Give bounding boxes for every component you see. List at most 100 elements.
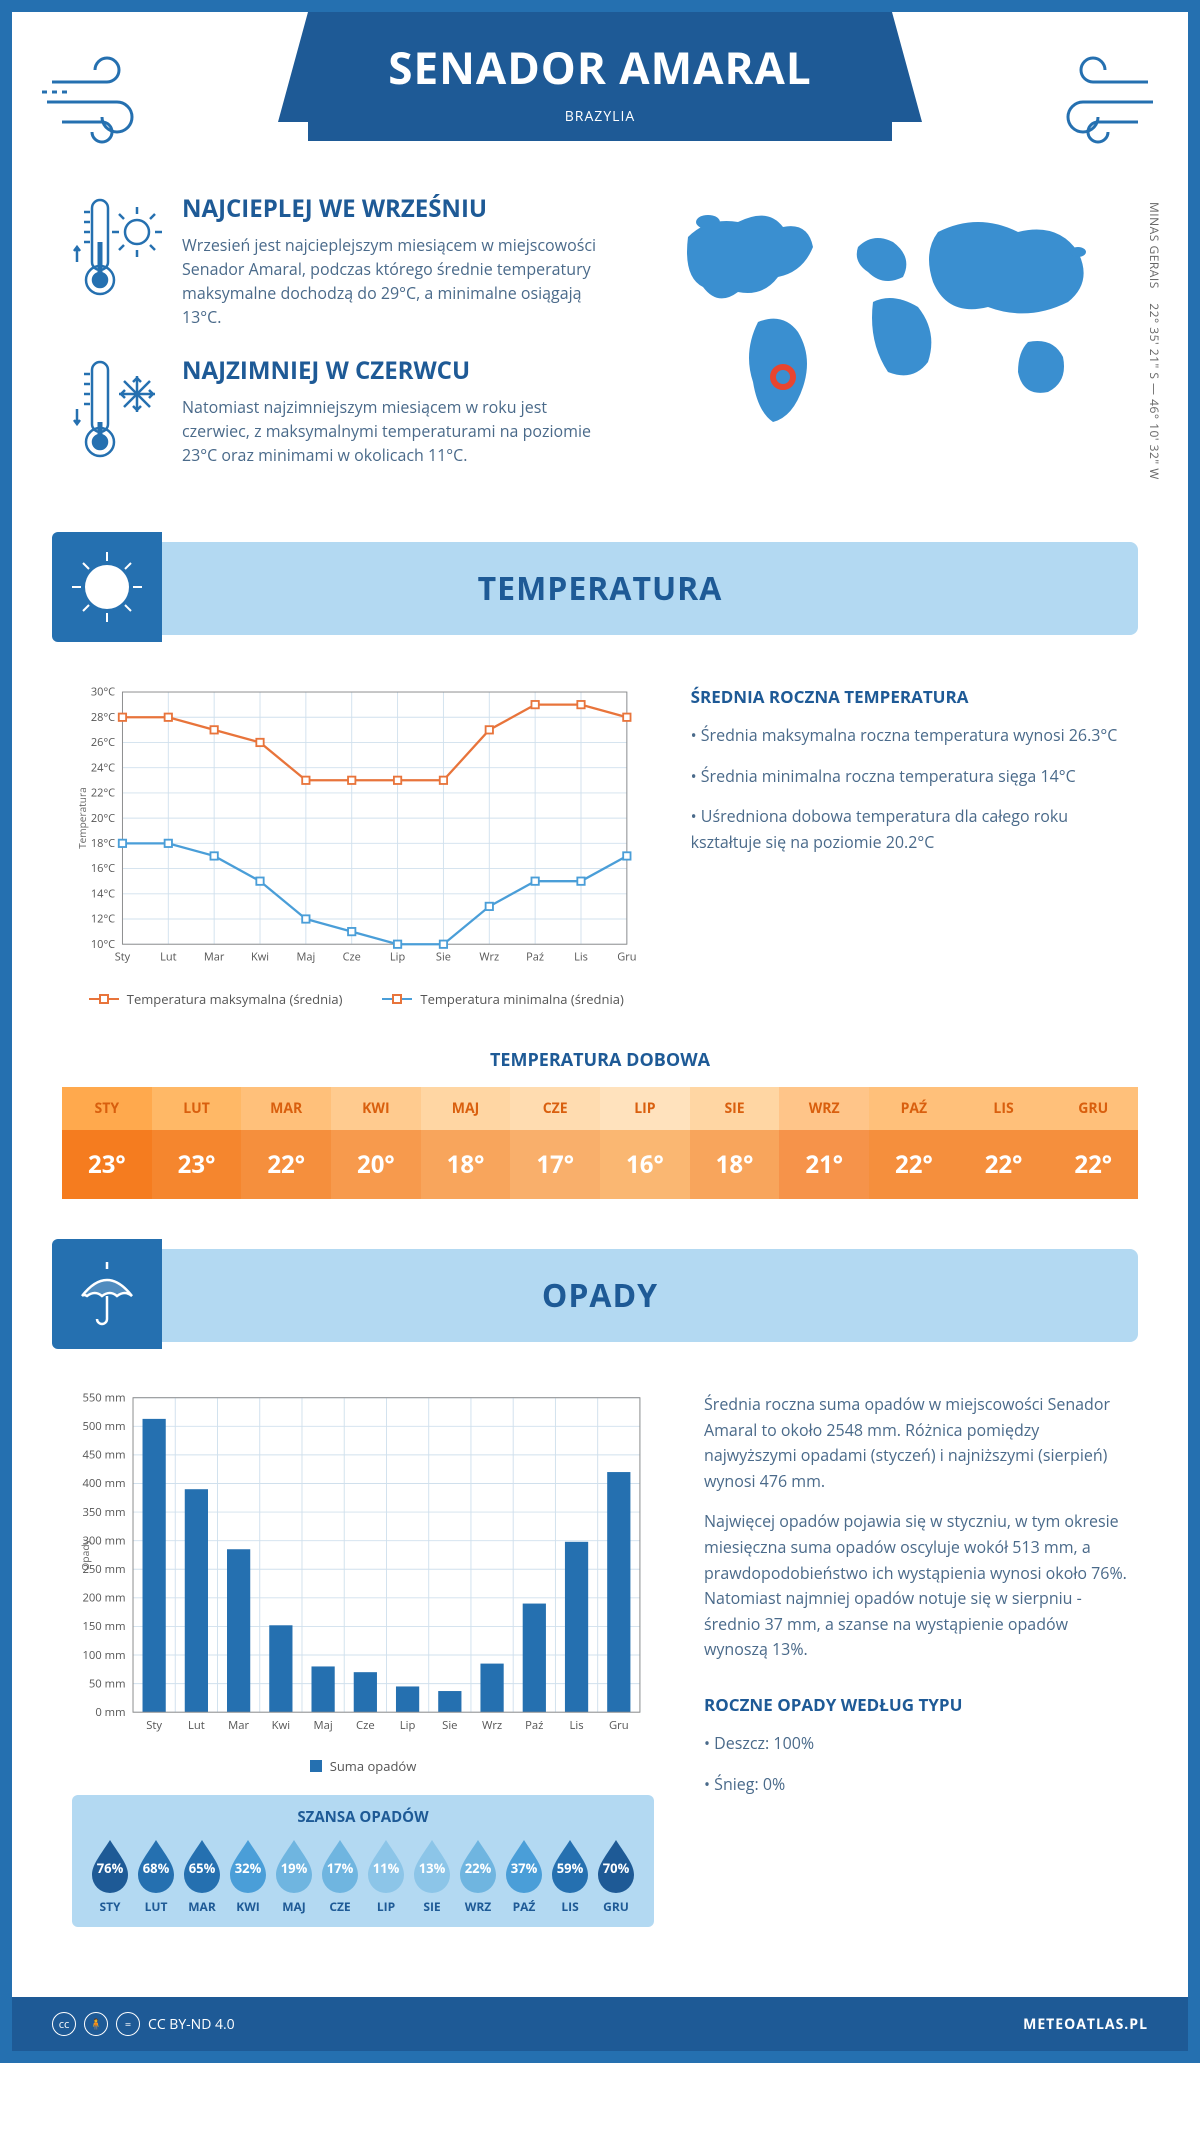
- temp-summary: ŚREDNIA ROCZNA TEMPERATURA • Średnia mak…: [691, 665, 1128, 1008]
- legend-precip: Suma opadów: [310, 1757, 417, 1775]
- precip-type-title: ROCZNE OPADY WEDŁUG TYPU: [704, 1693, 1128, 1716]
- chance-item: 65% MAR: [179, 1837, 225, 1915]
- chance-item: 13% SIE: [409, 1837, 455, 1915]
- raindrop-icon: 70%: [593, 1837, 639, 1893]
- umbrella-icon: [52, 1239, 162, 1349]
- coldest-text: Natomiast najzimniejszym miesiącem w rok…: [182, 395, 608, 467]
- raindrop-icon: 17%: [317, 1837, 363, 1893]
- svg-text:Maj: Maj: [313, 1718, 332, 1733]
- thermometer-sun-icon: [72, 192, 162, 302]
- temp-cell: SIE 18°: [690, 1087, 780, 1199]
- chance-item: 19% MAJ: [271, 1837, 317, 1915]
- header: SENADOR AMARAL BRAZYLIA: [12, 12, 1188, 182]
- daily-temp-title: TEMPERATURA DOBOWA: [12, 1048, 1188, 1072]
- svg-text:Gru: Gru: [609, 1718, 629, 1733]
- temp-cell: LUT 23°: [152, 1087, 242, 1199]
- chance-item: 37% PAŹ: [501, 1837, 547, 1915]
- svg-text:Wrz: Wrz: [482, 1718, 502, 1733]
- svg-text:Lip: Lip: [390, 950, 406, 965]
- region-label: MINAS GERAIS: [1146, 202, 1163, 289]
- legend-min: Temperatura minimalna (średnia): [382, 990, 623, 1008]
- svg-text:Gru: Gru: [617, 950, 636, 965]
- chance-item: 32% KWI: [225, 1837, 271, 1915]
- chance-item: 22% WRZ: [455, 1837, 501, 1915]
- svg-text:Lis: Lis: [574, 950, 588, 965]
- chance-item: 17% CZE: [317, 1837, 363, 1915]
- precip-section-bar: OPADY: [62, 1249, 1138, 1342]
- svg-text:Kwi: Kwi: [251, 950, 269, 965]
- chance-title: SZANSA OPADÓW: [87, 1807, 639, 1827]
- wind-icon: [42, 47, 162, 147]
- temp-bullet-3: • Uśredniona dobowa temperatura dla całe…: [691, 804, 1128, 855]
- svg-text:Temperatura: Temperatura: [75, 787, 89, 849]
- svg-text:550 mm: 550 mm: [82, 1390, 125, 1405]
- temp-cell: CZE 17°: [510, 1087, 600, 1199]
- svg-text:20°C: 20°C: [91, 811, 115, 826]
- temp-cell: LIS 22°: [959, 1087, 1049, 1199]
- temp-section-bar: TEMPERATURA: [62, 542, 1138, 635]
- svg-text:10°C: 10°C: [91, 937, 115, 952]
- raindrop-icon: 37%: [501, 1837, 547, 1893]
- svg-text:Lut: Lut: [188, 1718, 205, 1733]
- chance-item: 70% GRU: [593, 1837, 639, 1915]
- world-map: MINAS GERAIS 22° 35' 21" S — 46° 10' 32"…: [648, 192, 1128, 492]
- title-banner: SENADOR AMARAL BRAZYLIA: [308, 12, 892, 141]
- svg-text:500 mm: 500 mm: [82, 1419, 125, 1434]
- svg-text:100 mm: 100 mm: [82, 1648, 125, 1663]
- sun-icon: [52, 532, 162, 642]
- svg-text:Paź: Paź: [526, 950, 544, 965]
- temp-summary-title: ŚREDNIA ROCZNA TEMPERATURA: [691, 685, 1128, 708]
- svg-text:Sty: Sty: [115, 950, 131, 965]
- chance-item: 11% LIP: [363, 1837, 409, 1915]
- svg-text:200 mm: 200 mm: [82, 1591, 125, 1606]
- svg-text:28°C: 28°C: [91, 710, 115, 725]
- wind-icon: [1038, 47, 1158, 147]
- warmest-text: Wrzesień jest najcieplejszym miesiącem w…: [182, 233, 608, 329]
- svg-text:Sie: Sie: [442, 1718, 457, 1733]
- precip-snow: • Śnieg: 0%: [704, 1772, 1128, 1798]
- svg-text:0 mm: 0 mm: [95, 1705, 125, 1720]
- country-subtitle: BRAZYLIA: [388, 107, 812, 126]
- raindrop-icon: 65%: [179, 1837, 225, 1893]
- svg-text:30°C: 30°C: [91, 685, 115, 700]
- chance-item: 59% LIS: [547, 1837, 593, 1915]
- svg-text:18°C: 18°C: [91, 836, 115, 851]
- svg-text:26°C: 26°C: [91, 735, 115, 750]
- svg-text:150 mm: 150 mm: [82, 1619, 125, 1634]
- temp-cell: KWI 20°: [331, 1087, 421, 1199]
- chance-item: 68% LUT: [133, 1837, 179, 1915]
- svg-text:12°C: 12°C: [91, 912, 115, 927]
- svg-text:Mar: Mar: [228, 1718, 249, 1733]
- svg-text:Maj: Maj: [296, 950, 315, 965]
- temp-cell: LIP 16°: [600, 1087, 690, 1199]
- temp-cell: MAJ 18°: [421, 1087, 511, 1199]
- raindrop-icon: 22%: [455, 1837, 501, 1893]
- raindrop-icon: 19%: [271, 1837, 317, 1893]
- raindrop-icon: 13%: [409, 1837, 455, 1893]
- chance-item: 76% STY: [87, 1837, 133, 1915]
- svg-text:350 mm: 350 mm: [82, 1505, 125, 1520]
- info-row: NAJCIEPLEJ WE WRZEŚNIU Wrzesień jest naj…: [12, 182, 1188, 522]
- license-block: cc 🧍 = CC BY-ND 4.0: [52, 2012, 235, 2036]
- temp-cell: WRZ 21°: [779, 1087, 869, 1199]
- svg-text:24°C: 24°C: [91, 760, 115, 775]
- site-name: METEOATLAS.PL: [1023, 2015, 1148, 2034]
- temp-cell: GRU 22°: [1048, 1087, 1138, 1199]
- precip-summary: Średnia roczna suma opadów w miejscowośc…: [704, 1372, 1128, 1927]
- precip-text-1: Średnia roczna suma opadów w miejscowośc…: [704, 1392, 1128, 1494]
- svg-text:450 mm: 450 mm: [82, 1448, 125, 1463]
- temp-bullet-1: • Średnia maksymalna roczna temperatura …: [691, 723, 1128, 749]
- raindrop-icon: 68%: [133, 1837, 179, 1893]
- warmest-title: NAJCIEPLEJ WE WRZEŚNIU: [182, 192, 608, 225]
- warmest-block: NAJCIEPLEJ WE WRZEŚNIU Wrzesień jest naj…: [72, 192, 608, 329]
- coords-label: 22° 35' 21" S — 46° 10' 32" W: [1146, 303, 1163, 480]
- footer: cc 🧍 = CC BY-ND 4.0 METEOATLAS.PL: [12, 1997, 1188, 2051]
- precip-section-title: OPADY: [62, 1274, 1138, 1317]
- svg-text:Lut: Lut: [160, 950, 176, 965]
- temp-cell: PAŹ 22°: [869, 1087, 959, 1199]
- thermometer-snow-icon: [72, 354, 162, 464]
- temp-cell: MAR 22°: [241, 1087, 331, 1199]
- precip-text-2: Najwięcej opadów pojawia się w styczniu,…: [704, 1509, 1128, 1663]
- svg-text:Paź: Paź: [525, 1718, 543, 1733]
- license-text: CC BY-ND 4.0: [148, 2015, 235, 2034]
